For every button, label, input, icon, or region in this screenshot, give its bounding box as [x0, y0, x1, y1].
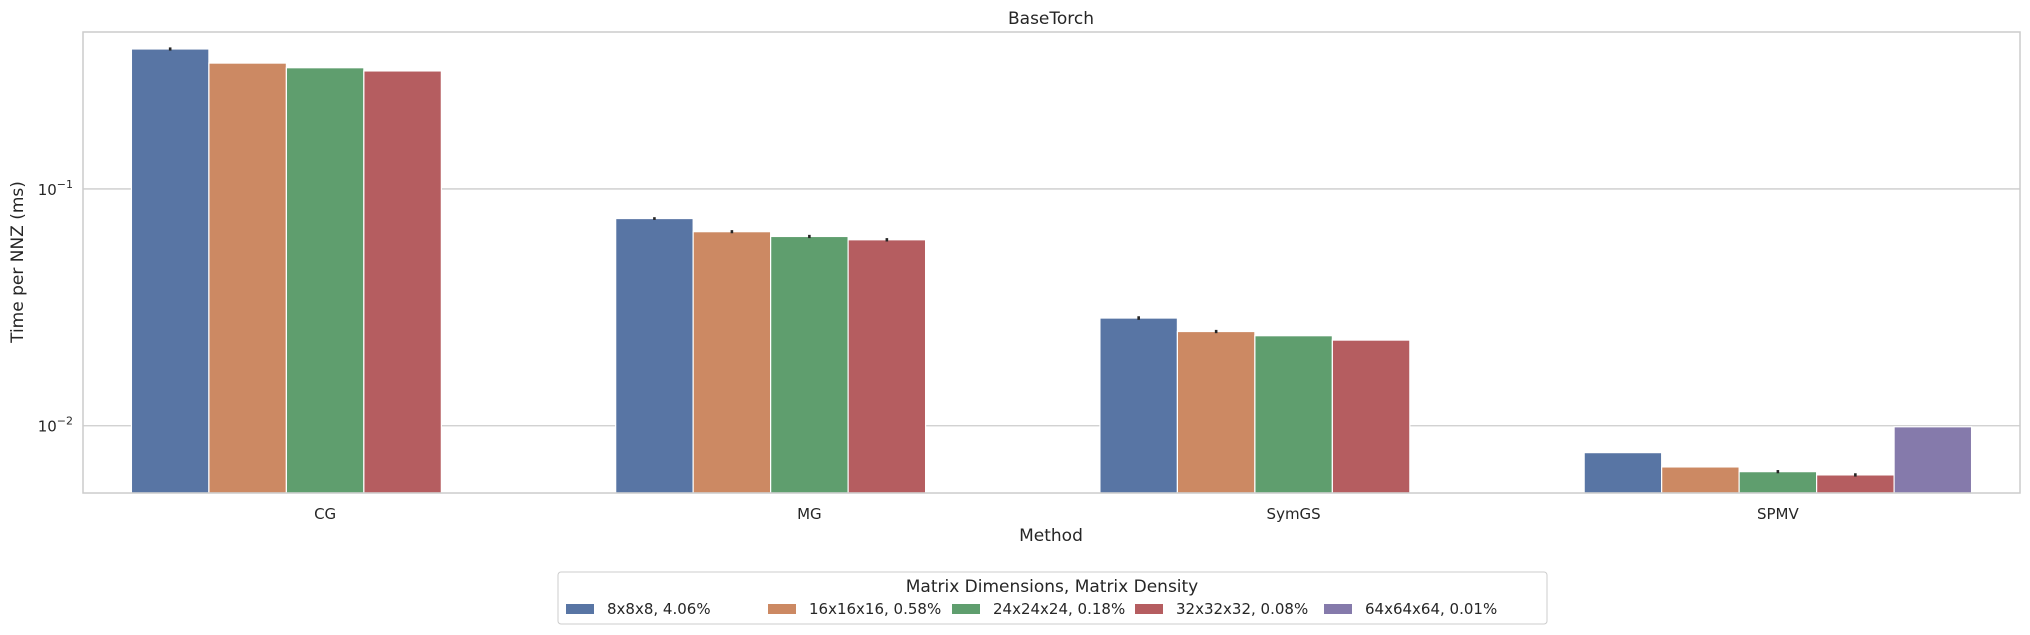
legend-label: 8x8x8, 4.06%	[607, 600, 711, 618]
bar	[1583, 452, 1663, 494]
bar	[770, 235, 849, 494]
y-tick-exponent: −1	[57, 178, 73, 191]
y-axis-label: Time per NNZ (ms)	[8, 181, 28, 344]
x-tick-label: SPMV	[1757, 505, 1800, 523]
legend-item: 24x24x24, 0.18%	[952, 600, 1125, 618]
bar	[1176, 330, 1256, 494]
bar	[363, 70, 442, 494]
legend-label: 32x32x32, 0.08%	[1176, 600, 1308, 618]
x-tick-label: MG	[797, 505, 822, 523]
legend-swatch	[1135, 604, 1163, 614]
chart-title: BaseTorch	[1008, 9, 1094, 29]
xtick-layer: CG MG SymGS SPMV	[314, 505, 1799, 523]
bar	[1661, 466, 1740, 494]
bar	[130, 48, 210, 494]
legend-label: 24x24x24, 0.18%	[993, 600, 1125, 618]
x-tick-label: SymGS	[1267, 505, 1321, 523]
plot-frame	[82, 31, 2021, 494]
legend-title: Matrix Dimensions, Matrix Density	[906, 577, 1199, 597]
y-tick-label: 10−2	[38, 415, 73, 436]
legend-label: 64x64x64, 0.01%	[1365, 600, 1497, 618]
y-tick-base: 10	[38, 418, 57, 436]
bar	[1254, 335, 1333, 494]
legend-items: 8x8x8, 4.06% 16x16x16, 0.58% 24x24x24, 0.1…	[566, 600, 1497, 618]
ytick-layer: 10−110−2	[38, 178, 73, 436]
bar	[1099, 317, 1179, 494]
legend-swatch	[952, 604, 980, 614]
bar-layer	[130, 47, 1973, 494]
legend-swatch	[1324, 604, 1352, 614]
legend-label: 16x16x16, 0.58%	[809, 600, 941, 618]
bar	[692, 231, 772, 494]
bar	[208, 62, 287, 494]
x-axis-label: Method	[1019, 526, 1083, 546]
x-tick-label: CG	[314, 505, 336, 523]
legend-item: 64x64x64, 0.01%	[1324, 600, 1497, 618]
bar	[1738, 471, 1818, 494]
legend-frame	[557, 571, 1548, 625]
legend-item: 32x32x32, 0.08%	[1135, 600, 1308, 618]
y-tick-exponent: −2	[57, 415, 73, 428]
bar	[1331, 339, 1411, 494]
legend: Matrix Dimensions, Matrix Density 8x8x8,…	[557, 571, 1548, 625]
bar	[1816, 474, 1895, 494]
bar	[615, 217, 694, 494]
bar	[847, 239, 927, 494]
legend-item: 16x16x16, 0.58%	[768, 600, 941, 618]
legend-item: 8x8x8, 4.06%	[566, 600, 711, 618]
bar	[285, 67, 365, 494]
bar	[1893, 426, 1973, 494]
legend-swatch	[768, 604, 796, 614]
y-tick-base: 10	[38, 181, 57, 199]
legend-swatch	[566, 604, 594, 614]
y-tick-label: 10−1	[38, 178, 73, 199]
